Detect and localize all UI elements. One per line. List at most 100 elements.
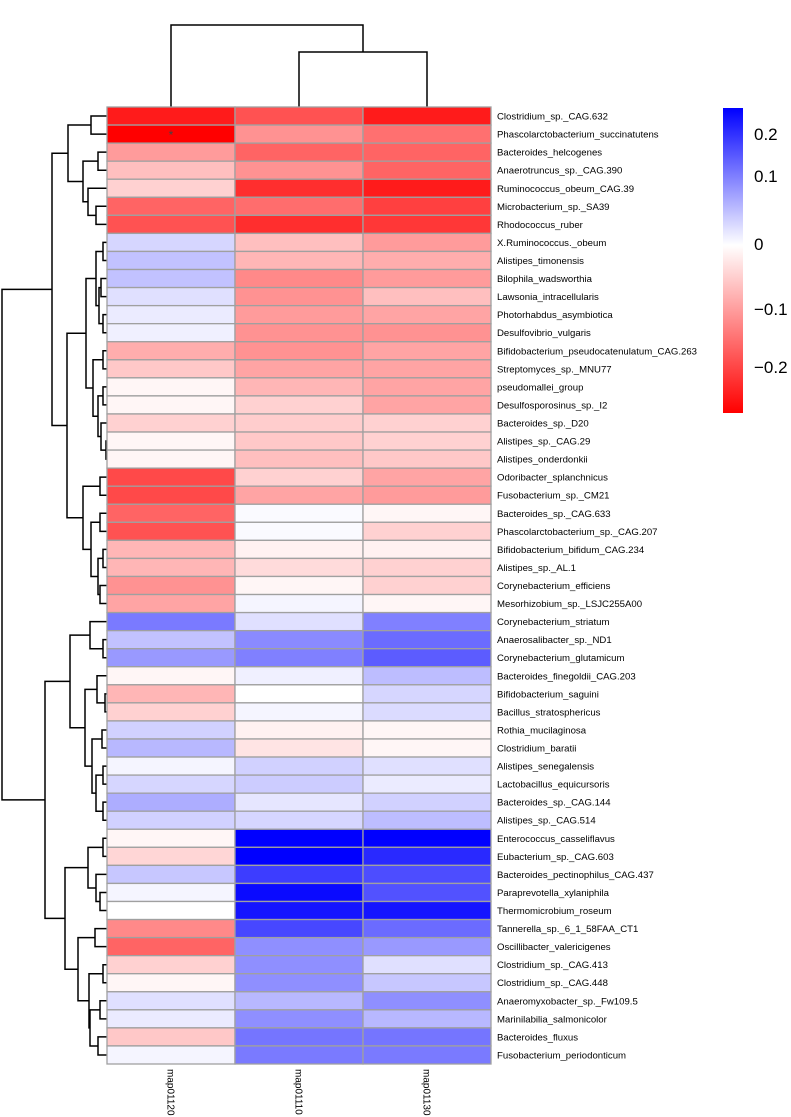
- heatmap-cell: [234, 124, 364, 144]
- row-label: Phascolarctobacterium_sp._CAG.207: [497, 527, 658, 538]
- heatmap-cell: [234, 991, 364, 1011]
- column-label: map01130: [421, 1069, 432, 1116]
- heatmap-cell: [106, 268, 236, 289]
- heatmap-cell: [362, 810, 492, 830]
- row-label: Clostridium_sp._CAG.632: [497, 112, 608, 123]
- heatmap-cell: [106, 341, 236, 361]
- heatmap-cell: [362, 359, 492, 379]
- row-label: Clostridium_baratii: [497, 744, 576, 755]
- heatmap-cell: [362, 250, 492, 271]
- heatmap-cell: [362, 539, 492, 560]
- heatmap-cell: [234, 413, 364, 433]
- heatmap-cell: [106, 286, 236, 307]
- heatmap-cell: [362, 756, 492, 776]
- row-label: Alistipes_onderdonkii: [497, 455, 588, 466]
- dendrogram-branch: [170, 24, 428, 107]
- heatmap-cell: [234, 738, 364, 758]
- heatmap-cell: [362, 936, 492, 957]
- row-label: Bacteroides_sp._CAG.633: [497, 509, 611, 520]
- row-label: Bacteroides_fluxus: [497, 1032, 578, 1043]
- heatmap-cell: [362, 286, 492, 307]
- heatmap-cell: [106, 323, 236, 343]
- legend-tick: −0.2: [754, 358, 788, 377]
- heatmap-cell: [362, 1027, 492, 1047]
- heatmap-cell: [106, 142, 236, 162]
- heatmap-cell: [234, 160, 364, 180]
- heatmap-cell: [362, 774, 492, 794]
- heatmap-cell: [106, 756, 236, 776]
- heatmap-cell: [106, 918, 236, 939]
- row-label: Eubacterium_sp._CAG.603: [497, 852, 614, 863]
- heatmap-cell: [362, 1045, 492, 1065]
- legend-tick: 0.2: [754, 125, 778, 144]
- row-label: Bacillus_stratosphericus: [497, 707, 601, 718]
- heatmap-cell: [106, 828, 236, 848]
- heatmap-cell: [362, 900, 492, 921]
- heatmap-cell: [106, 160, 236, 180]
- legend-tick: 0.1: [754, 167, 778, 186]
- heatmap-cell: [234, 323, 364, 343]
- heatmap-cell: [362, 593, 492, 614]
- heatmap-cell: [362, 575, 492, 596]
- heatmap-cell: [234, 1045, 364, 1065]
- heatmap-cell: [234, 467, 364, 487]
- heatmap-cell: [106, 846, 236, 867]
- heatmap-cell: [106, 936, 236, 957]
- heatmap-cell: [362, 918, 492, 939]
- row-label: Anaeromyxobacter_sp._Fw109.5: [497, 996, 638, 1007]
- heatmap-cell: [106, 377, 236, 397]
- heatmap-cell: [362, 214, 492, 235]
- column-labels: map01120 map01110 map01130: [165, 1069, 432, 1116]
- heatmap-cell: [234, 900, 364, 921]
- heatmap-cell: [234, 846, 364, 867]
- heatmap-cell: [234, 286, 364, 307]
- heatmap-cell: [362, 720, 492, 740]
- row-label: Anaerotruncus_sp._CAG.390: [497, 166, 622, 177]
- heatmap-cell: [362, 1009, 492, 1029]
- row-label: Clostridium_sp._CAG.448: [497, 978, 608, 989]
- heatmap-cell: [106, 250, 236, 271]
- heatmap-cell: [106, 684, 236, 704]
- row-label: Thermomicrobium_roseum: [497, 906, 612, 917]
- heatmap-cell: [234, 142, 364, 162]
- heatmap-cell: [106, 955, 236, 975]
- heatmap-cell: [106, 593, 236, 614]
- heatmap-cell: [106, 810, 236, 830]
- heatmap-cell: [234, 1027, 364, 1047]
- heatmap-cell: [234, 557, 364, 578]
- heatmap-cell: [234, 232, 364, 253]
- row-label: Fusobacterium_periodonticum: [497, 1050, 626, 1061]
- heatmap-cell: [106, 900, 236, 921]
- row-label: Clostridium_sp._CAG.413: [497, 960, 608, 971]
- heatmap-cell: [106, 467, 236, 487]
- heatmap-cell: [234, 792, 364, 812]
- row-label: Lactobacillus_equicursoris: [497, 780, 610, 791]
- row-label: Microbacterium_sp._SA39: [497, 202, 610, 213]
- heatmap-cell: [362, 467, 492, 487]
- heatmap-cell: [234, 684, 364, 704]
- row-label: Corynebacterium_glutamicum: [497, 653, 624, 664]
- heatmap-cell: [106, 774, 236, 794]
- row-label: Photorhabdus_asymbiotica: [497, 310, 613, 321]
- row-label: Phascolarctobacterium_succinatutens: [497, 130, 659, 141]
- heatmap-cell: [234, 629, 364, 650]
- column-dendrogram: [170, 24, 428, 107]
- heatmap-cell: [362, 413, 492, 433]
- heatmap-cell: [234, 106, 364, 126]
- heatmap-cell: [106, 1009, 236, 1029]
- row-dendrogram: [1, 115, 107, 1056]
- heatmap-cell: [106, 214, 236, 235]
- row-label: Corynebacterium_striatum: [497, 617, 610, 628]
- row-label: Bifidobacterium_saguini: [497, 689, 599, 700]
- row-label: Bacteroides_finegoldii_CAG.203: [497, 671, 636, 682]
- row-label: pseudomallei_group: [497, 382, 583, 393]
- heatmap-cell: [234, 648, 364, 668]
- heatmap-cell: [106, 178, 236, 198]
- row-label: Odoribacter_splanchnicus: [497, 473, 608, 484]
- heatmap-cell: [106, 792, 236, 812]
- row-label: Fusobacterium_sp._CM21: [497, 491, 610, 502]
- heatmap-cell: [362, 648, 492, 668]
- heatmap-cell: [106, 991, 236, 1011]
- heatmap-cell: [234, 575, 364, 596]
- heatmap-cell: [362, 377, 492, 397]
